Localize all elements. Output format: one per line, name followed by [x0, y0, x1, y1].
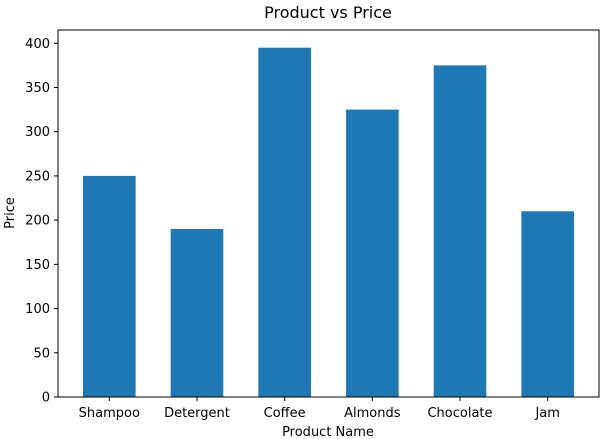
- x-tick-label: Jam: [534, 406, 559, 421]
- x-axis-label: Product Name: [282, 425, 374, 439]
- bar-shampoo: [83, 175, 136, 397]
- y-tick-label: 400: [25, 37, 50, 52]
- plot-frame: [57, 29, 600, 398]
- y-tick-label: 350: [25, 81, 50, 96]
- bar-detergent: [170, 228, 224, 397]
- y-tick-label: 250: [25, 169, 50, 184]
- y-tick-label: 50: [33, 346, 50, 361]
- bar-almonds: [346, 109, 399, 397]
- y-tick-label: 200: [25, 214, 50, 229]
- bars-group: [83, 47, 574, 398]
- x-tick-label: Chocolate: [427, 406, 492, 421]
- x-tick-label: Almonds: [344, 406, 401, 421]
- x-axis: Shampoo Detergent Coffee Almonds Chocolate Ja…: [79, 397, 560, 421]
- y-tick-label: 300: [25, 125, 50, 140]
- y-tick-label: 150: [25, 258, 50, 273]
- y-tick-label: 0: [42, 391, 50, 406]
- bar-jam: [521, 211, 574, 397]
- x-tick-label: Detergent: [164, 406, 230, 421]
- bar-coffee: [258, 47, 311, 397]
- y-axis-label: Price: [3, 197, 18, 229]
- x-tick-label: Coffee: [264, 406, 306, 421]
- y-tick-label: 100: [25, 302, 50, 317]
- y-axis: 0 50 100 150 200 250 300 350 400: [25, 37, 58, 406]
- bar-chocolate: [433, 65, 487, 398]
- chart-title: Product vs Price: [264, 3, 392, 22]
- x-tick-label: Shampoo: [79, 406, 140, 421]
- plot-area: 0 50 100 150 200 250 300 350 400 Shampoo Detergen…: [25, 29, 600, 421]
